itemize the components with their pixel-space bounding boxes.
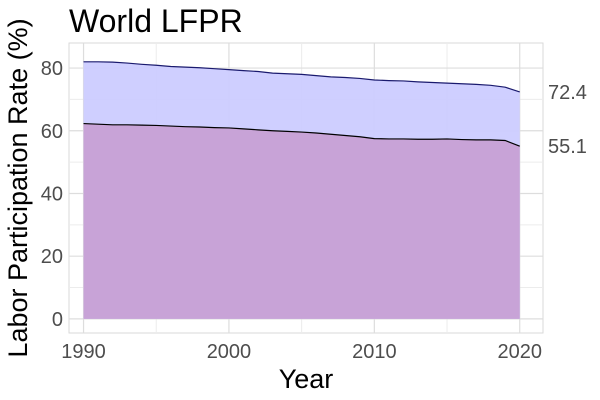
end-label-series-2: 55.1 (548, 136, 587, 158)
x-tick-label: 2020 (497, 341, 542, 363)
areas (83, 61, 520, 319)
y-tick-label: 40 (41, 183, 63, 205)
y-axis-title: Labor Participation Rate (%) (3, 18, 33, 357)
y-tick-label: 20 (41, 246, 63, 268)
x-tick-label: 1990 (61, 341, 106, 363)
line-series-1 (83, 61, 520, 93)
y-tick-label: 60 (41, 121, 63, 143)
x-axis-title: Year (279, 364, 334, 394)
line-series-2 (83, 122, 520, 147)
x-tick-labels: 1990 2000 2010 2020 (61, 341, 542, 363)
lines (83, 61, 520, 147)
end-labels: 72.4 55.1 (548, 82, 587, 158)
y-tick-label: 80 (41, 58, 63, 80)
chart-title: World LFPR (69, 3, 243, 39)
x-tick-label: 2000 (207, 341, 252, 363)
y-tick-label: 0 (52, 309, 63, 331)
end-label-series-1: 72.4 (548, 82, 587, 104)
area-series-2 (83, 123, 520, 319)
y-tick-labels: 0 20 40 60 80 (41, 58, 63, 331)
x-tick-label: 2010 (352, 341, 397, 363)
